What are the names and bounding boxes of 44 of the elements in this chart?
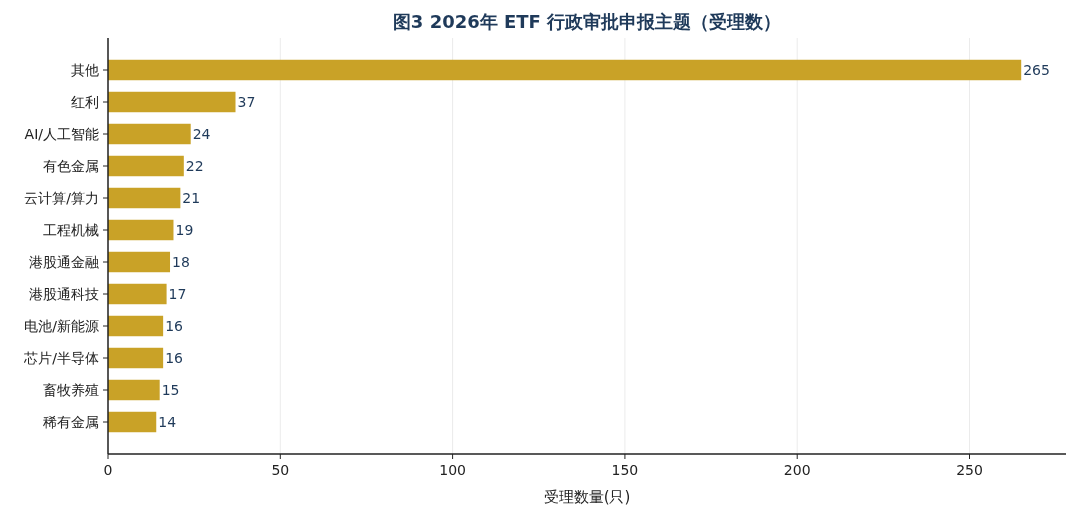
chart-title: 图3 2026年 ETF 行政审批申报主题（受理数） xyxy=(392,11,782,32)
bar xyxy=(108,59,1022,81)
x-tick-label: 50 xyxy=(271,462,290,478)
data-label: 18 xyxy=(172,254,190,270)
data-label: 265 xyxy=(1023,62,1050,78)
bar xyxy=(108,347,164,369)
y-tick-label: 有色金属 xyxy=(43,158,99,174)
y-tick-label: 畜牧养殖 xyxy=(43,382,99,398)
x-axis-title: 受理数量(只) xyxy=(543,488,631,506)
data-label: 21 xyxy=(182,190,201,206)
bar xyxy=(108,123,191,145)
x-tick-label: 200 xyxy=(783,462,811,478)
data-label: 16 xyxy=(165,350,184,366)
data-label: 17 xyxy=(168,286,187,302)
y-tick-label: 其他 xyxy=(71,62,99,78)
y-tick-label: 红利 xyxy=(71,94,99,110)
bar xyxy=(108,411,157,433)
data-label: 37 xyxy=(237,94,256,110)
data-label: 15 xyxy=(161,382,180,398)
y-tick-label: AI/人工智能 xyxy=(24,126,99,142)
y-tick-label: 电池/新能源 xyxy=(24,318,99,334)
x-tick-label: 250 xyxy=(956,462,983,478)
x-tick-label: 150 xyxy=(611,462,639,478)
x-tick-label: 0 xyxy=(103,462,113,478)
data-label: 19 xyxy=(175,222,194,238)
y-tick-label: 云计算/算力 xyxy=(24,190,99,206)
y-tick-label: 工程机械 xyxy=(43,222,99,238)
bar xyxy=(108,251,171,273)
data-label: 16 xyxy=(165,318,184,334)
data-label: 24 xyxy=(192,126,211,142)
y-tick-label: 港股通科技 xyxy=(29,286,99,302)
data-label: 22 xyxy=(185,158,204,174)
bar xyxy=(108,155,184,177)
bar xyxy=(108,315,164,337)
bar xyxy=(108,379,160,401)
data-label: 14 xyxy=(158,414,177,430)
y-tick-label: 港股通金融 xyxy=(29,254,99,270)
y-tick-label: 芯片/半导体 xyxy=(23,350,99,366)
y-tick-label: 稀有金属 xyxy=(43,414,99,430)
bar xyxy=(108,91,236,113)
bar xyxy=(108,187,181,209)
x-tick-label: 100 xyxy=(439,462,466,478)
bar xyxy=(108,283,167,305)
bar xyxy=(108,219,174,241)
